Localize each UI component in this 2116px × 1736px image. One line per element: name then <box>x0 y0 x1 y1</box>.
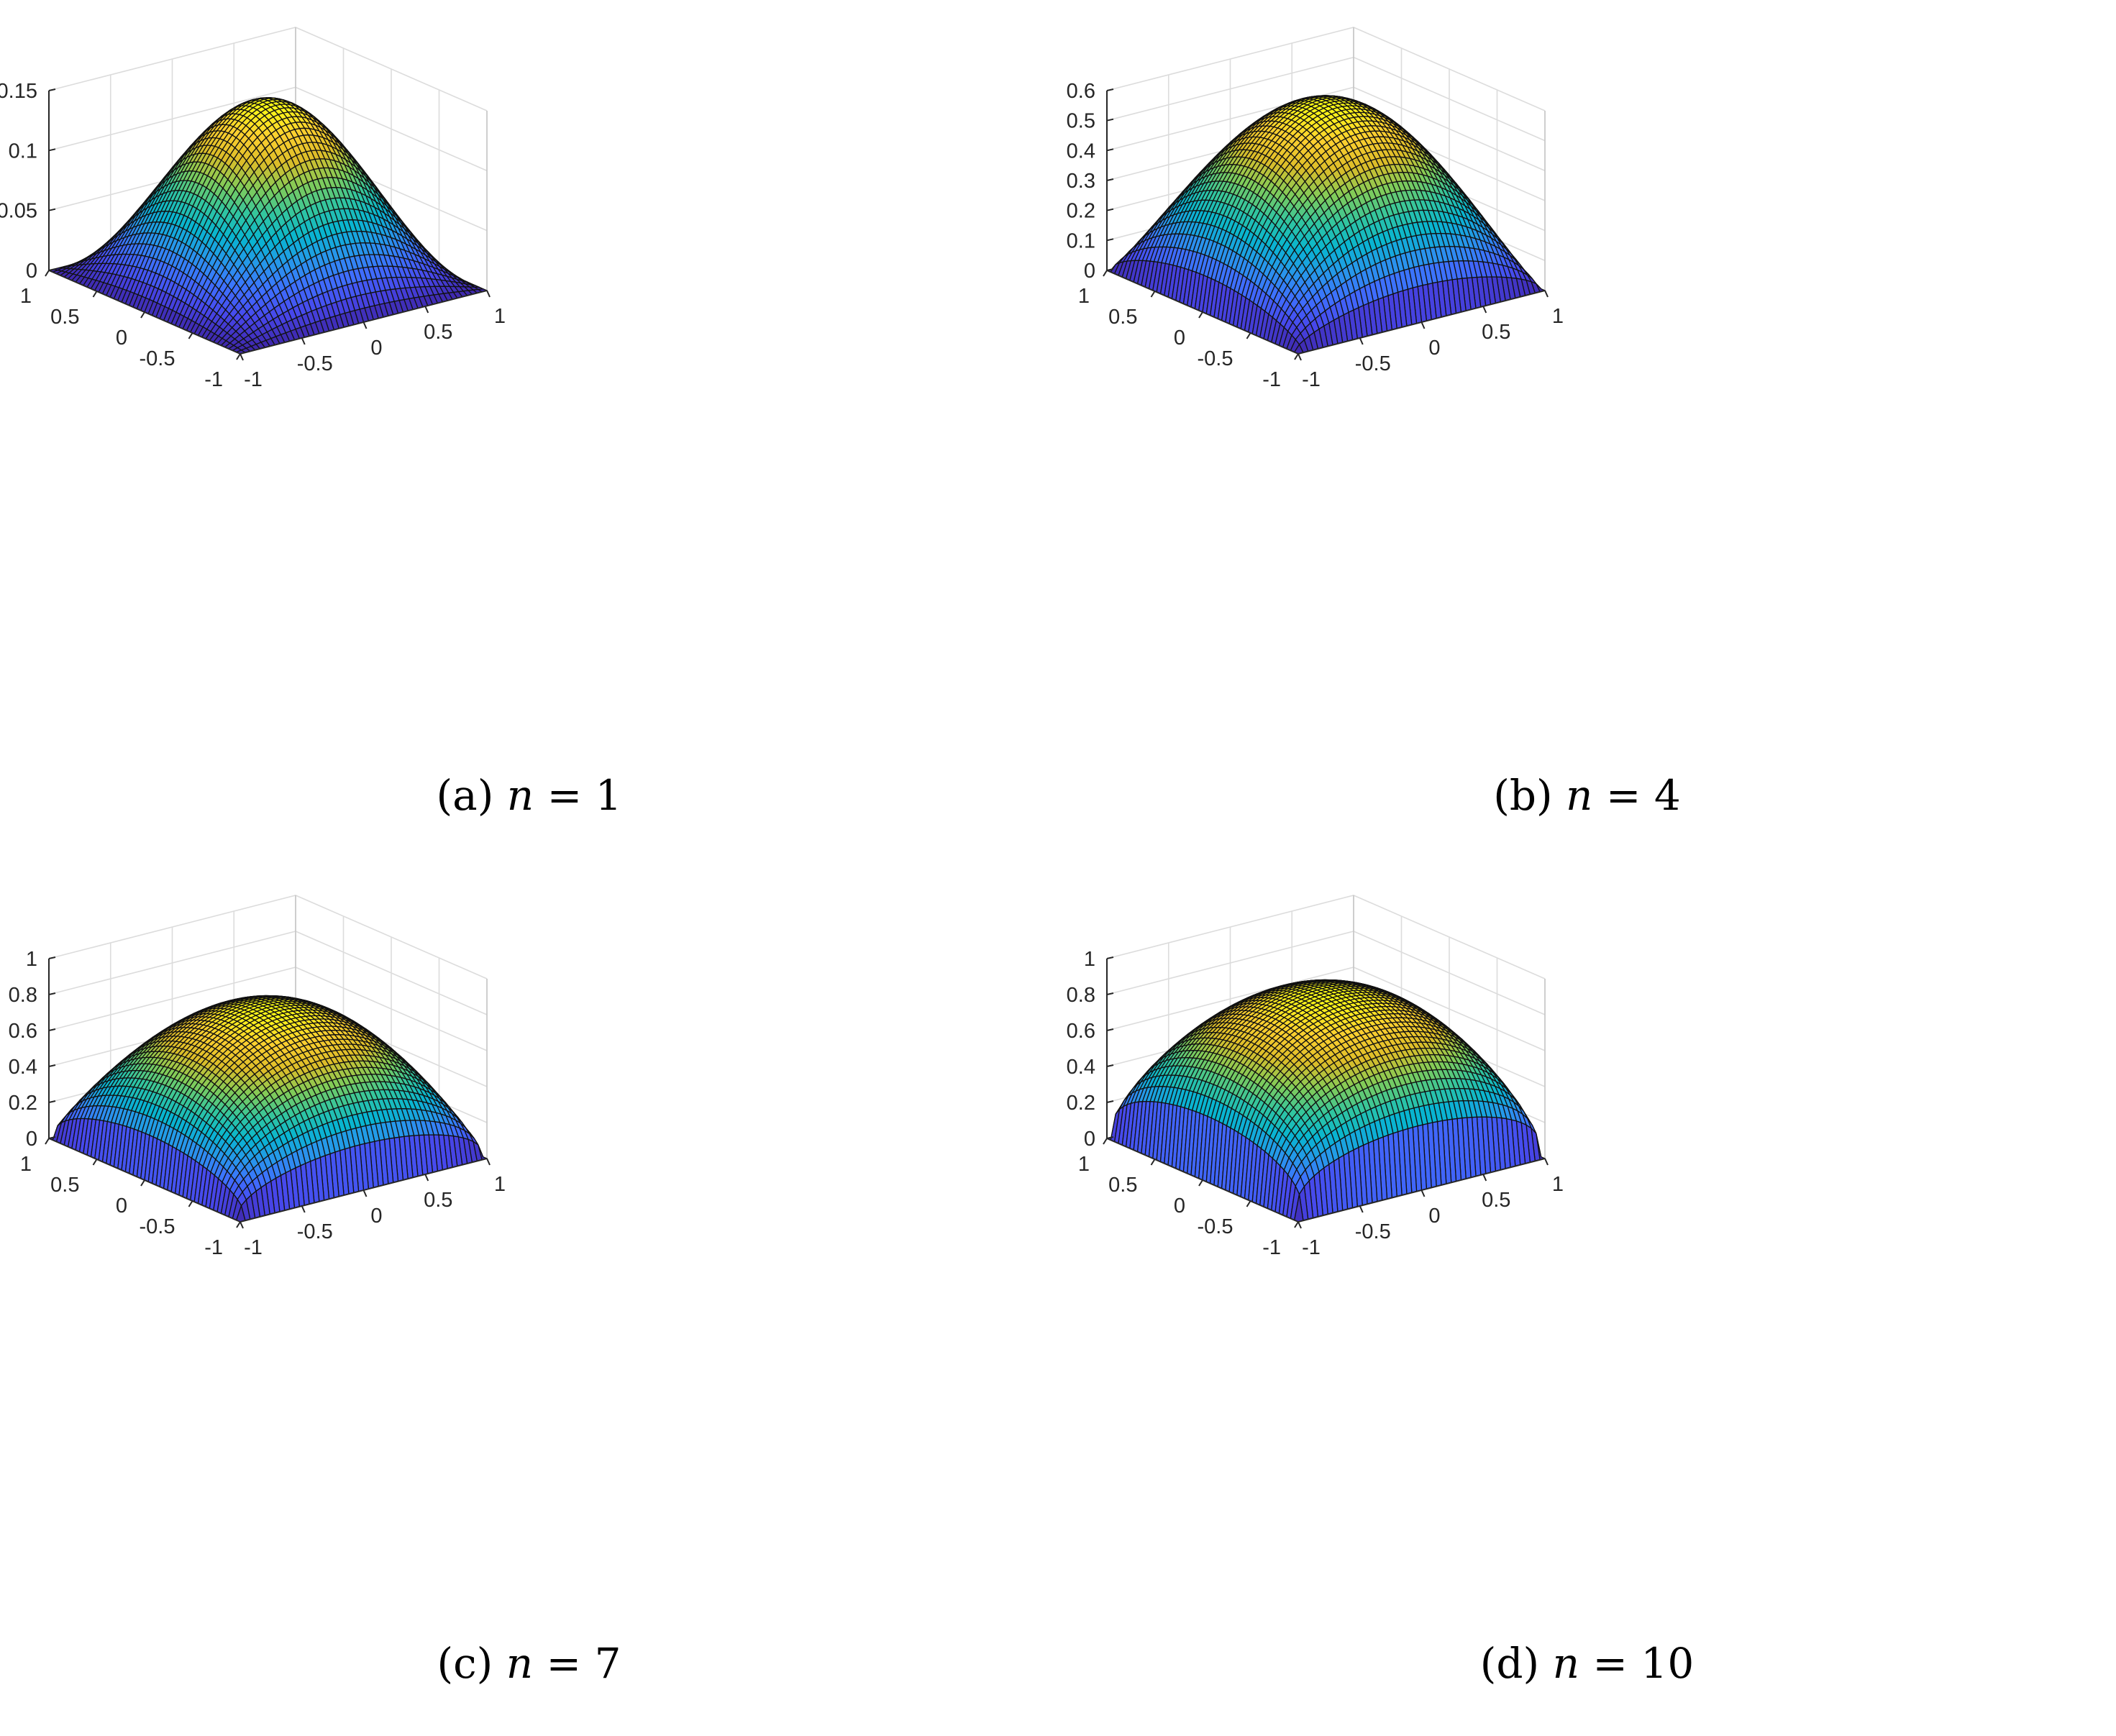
z-tick-label: 0.05 <box>0 200 37 223</box>
y-tick-label: 0 <box>116 326 127 350</box>
surface-plot-a: 0 0.05 0.1 0.15 -1 -0.5 0 0.5 1 -1 -0.5 0 0.5 1 <box>0 27 506 391</box>
y-tick-label: -1 <box>204 368 223 391</box>
y-tick <box>140 311 145 319</box>
z-tick-label: 0 <box>26 260 37 283</box>
x-tick <box>362 321 368 329</box>
x-tick <box>301 337 306 345</box>
z-tick <box>48 208 56 211</box>
x-tick <box>486 290 491 298</box>
x-tick-label: 1 <box>494 305 506 328</box>
x-tick-label: -1 <box>244 368 263 391</box>
y-tick <box>188 332 193 339</box>
z-tick <box>48 88 56 91</box>
x-tick-label: -0.5 <box>297 352 333 375</box>
caption-a: (a) n = 1 <box>0 771 1058 820</box>
panel-b: 0 0.1 0.2 0.3 0.4 0.5 0.6 -1 -0.5 0 0.5 1 -1 -0.5 0 0.5… <box>1058 0 2116 868</box>
axes <box>45 88 491 361</box>
panel-a: 0 0.05 0.1 0.15 -1 -0.5 0 0.5 1 -1 -0.5 0 0.5 1 (a) n… <box>0 0 1058 868</box>
surface <box>48 97 488 355</box>
z-tick-label: 0.1 <box>9 140 37 163</box>
caption-value: 1 <box>595 771 622 820</box>
x-tick <box>240 353 244 361</box>
y-tick <box>45 270 50 277</box>
caption-variable: n <box>506 771 534 820</box>
z-tick <box>48 148 56 152</box>
y-tick-label: 0.5 <box>50 306 79 329</box>
y-tick-label: -0.5 <box>140 347 175 370</box>
x-tick <box>424 306 429 314</box>
surface <box>1106 95 1546 355</box>
surface-plot-b: 00.10.20.30.40.50.6-1-0.500.51-1-0.500.5… <box>1067 27 1564 391</box>
caption-equals: = <box>547 771 583 820</box>
z-tick <box>48 268 56 271</box>
x-tick-label: 0 <box>370 337 382 360</box>
caption-prefix: (a) <box>436 771 494 820</box>
x-tick-label: 0.5 <box>424 321 452 344</box>
y-tick <box>92 291 98 298</box>
y-tick <box>236 353 241 360</box>
y-tick-label: 1 <box>20 285 32 308</box>
z-tick-label: 0.15 <box>0 80 37 103</box>
